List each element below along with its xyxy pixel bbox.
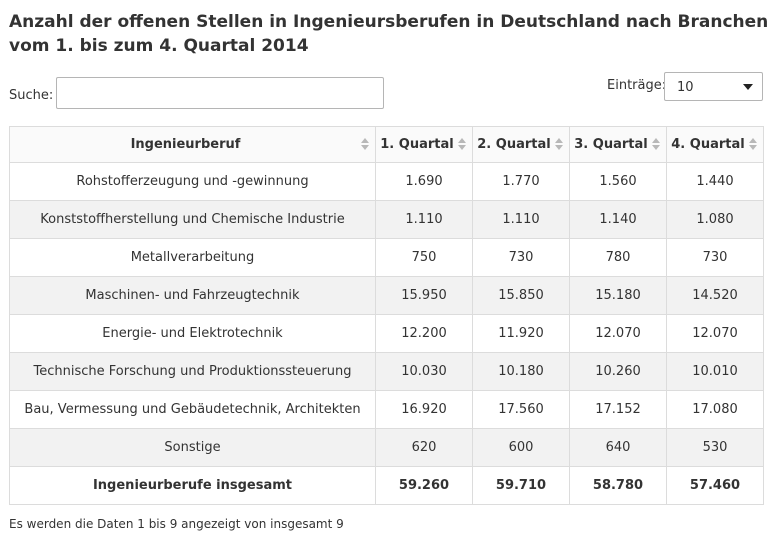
search-input[interactable] <box>56 77 384 109</box>
table-cell: 600 <box>472 428 570 467</box>
data-table: Ingenieurberuf 1. Quartal 2. Quartal 3. … <box>9 126 764 505</box>
table-cell: Ingenieurberufe insgesamt <box>9 466 376 505</box>
column-header-label: 3. Quartal <box>574 137 648 152</box>
table-cell: Energie- und Elektrotechnik <box>9 314 376 353</box>
table-info: Es werden die Daten 1 bis 9 angezeigt vo… <box>9 517 344 531</box>
entries-selected-value: 10 <box>677 80 694 95</box>
column-header-quartal-4[interactable]: 4. Quartal <box>666 126 764 163</box>
table-cell: 530 <box>666 428 764 467</box>
sort-icon <box>652 138 660 150</box>
table-row: Konststoffherstellung und Chemische Indu… <box>9 200 764 239</box>
table-cell: Konststoffherstellung und Chemische Indu… <box>9 200 376 239</box>
column-header-label: 4. Quartal <box>671 137 745 152</box>
table-row: Rohstofferzeugung und -gewinnung 1.690 1… <box>9 162 764 201</box>
table-row: Bau, Vermessung und Gebäudetechnik, Arch… <box>9 390 764 429</box>
table-total-row: Ingenieurberufe insgesamt 59.260 59.710 … <box>9 466 764 505</box>
table-cell: 750 <box>375 238 473 277</box>
table-cell: 1.770 <box>472 162 570 201</box>
table-cell: Rohstofferzeugung und -gewinnung <box>9 162 376 201</box>
table-row: Maschinen- und Fahrzeugtechnik 15.950 15… <box>9 276 764 315</box>
table-cell: 1.110 <box>375 200 473 239</box>
table-cell: 11.920 <box>472 314 570 353</box>
table-cell: 12.200 <box>375 314 473 353</box>
table-cell: 12.070 <box>569 314 667 353</box>
column-header-label: 1. Quartal <box>380 137 454 152</box>
table-header-row: Ingenieurberuf 1. Quartal 2. Quartal 3. … <box>9 126 764 163</box>
table-cell: 17.080 <box>666 390 764 429</box>
table-cell: 1.110 <box>472 200 570 239</box>
table-cell: 16.920 <box>375 390 473 429</box>
search-label: Suche: <box>9 88 54 103</box>
table-cell: 1.560 <box>569 162 667 201</box>
table-cell: 12.070 <box>666 314 764 353</box>
table-row: Technische Forschung und Produktionssteu… <box>9 352 764 391</box>
table-cell: Maschinen- und Fahrzeugtechnik <box>9 276 376 315</box>
table-cell: 10.010 <box>666 352 764 391</box>
page-title: Anzahl der offenen Stellen in Ingenieurs… <box>9 12 769 56</box>
column-header-label: 2. Quartal <box>477 137 551 152</box>
table-cell: 10.260 <box>569 352 667 391</box>
table-cell: 17.560 <box>472 390 570 429</box>
table-cell: 640 <box>569 428 667 467</box>
column-header-ingenieurberuf[interactable]: Ingenieurberuf <box>9 126 376 163</box>
table-row: Sonstige 620 600 640 530 <box>9 428 764 467</box>
sort-icon <box>555 138 563 150</box>
table-row: Metallverarbeitung 750 730 780 730 <box>9 238 764 277</box>
table-cell: Bau, Vermessung und Gebäudetechnik, Arch… <box>9 390 376 429</box>
table-cell: 780 <box>569 238 667 277</box>
entries-select[interactable]: 10 <box>664 72 763 101</box>
table-cell: Sonstige <box>9 428 376 467</box>
table-cell: 14.520 <box>666 276 764 315</box>
table-cell: 15.950 <box>375 276 473 315</box>
table-cell: 59.710 <box>472 466 570 505</box>
table-cell: 730 <box>666 238 764 277</box>
table-cell: 15.850 <box>472 276 570 315</box>
table-cell: 59.260 <box>375 466 473 505</box>
table-cell: 1.690 <box>375 162 473 201</box>
chevron-down-icon <box>743 84 753 90</box>
table-cell: 57.460 <box>666 466 764 505</box>
column-header-quartal-3[interactable]: 3. Quartal <box>569 126 667 163</box>
table-cell: 10.030 <box>375 352 473 391</box>
table-row: Energie- und Elektrotechnik 12.200 11.92… <box>9 314 764 353</box>
sort-icon <box>458 138 466 150</box>
table-cell: 10.180 <box>472 352 570 391</box>
table-cell: 620 <box>375 428 473 467</box>
sort-icon <box>749 138 757 150</box>
column-header-label: Ingenieurberuf <box>130 137 241 152</box>
table-cell: 1.080 <box>666 200 764 239</box>
table-cell: Metallverarbeitung <box>9 238 376 277</box>
table-cell: 58.780 <box>569 466 667 505</box>
entries-label: Einträge: <box>607 78 667 93</box>
column-header-quartal-1[interactable]: 1. Quartal <box>375 126 473 163</box>
table-cell: 17.152 <box>569 390 667 429</box>
table-cell: 15.180 <box>569 276 667 315</box>
table-cell: 730 <box>472 238 570 277</box>
table-cell: 1.440 <box>666 162 764 201</box>
table-cell: Technische Forschung und Produktionssteu… <box>9 352 376 391</box>
column-header-quartal-2[interactable]: 2. Quartal <box>472 126 570 163</box>
table-cell: 1.140 <box>569 200 667 239</box>
sort-icon <box>361 138 369 150</box>
